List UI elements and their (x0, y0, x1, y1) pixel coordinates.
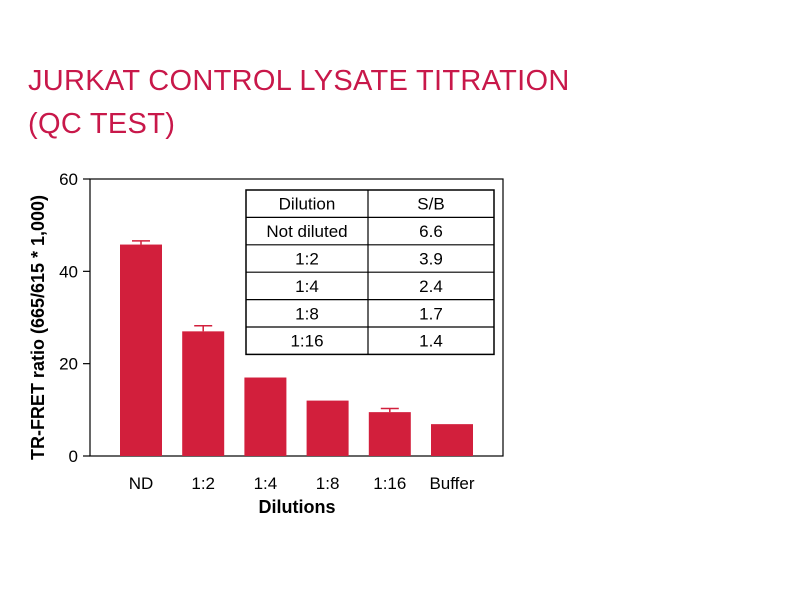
sb-table-cell-dilution: 1:4 (295, 277, 319, 296)
x-axis-label: Dilutions (259, 497, 336, 517)
bar-ND (120, 244, 162, 456)
x-tick-label: ND (129, 474, 154, 493)
x-tick-label: Buffer (429, 474, 474, 493)
sb-table-cell-sb: 1.4 (419, 332, 443, 351)
x-tick-label: 1:8 (316, 474, 340, 493)
y-axis-label: TR-FRET ratio (665/615 * 1,000) (28, 195, 48, 460)
chart-title: JURKAT CONTROL LYSATE TITRATION (QC TEST… (28, 60, 570, 146)
sb-table-cell-dilution: Not diluted (266, 222, 347, 241)
x-tick-label: 1:4 (254, 474, 278, 493)
sb-table-header-sb: S/B (417, 195, 444, 214)
sb-table-cell-dilution: 1:8 (295, 304, 319, 323)
sb-table-header-dilution: Dilution (279, 195, 336, 214)
sb-table-cell-sb: 6.6 (419, 222, 443, 241)
sb-table-cell-dilution: 1:2 (295, 250, 319, 269)
sb-table-cell-sb: 1.7 (419, 304, 443, 323)
bar-Buffer (431, 424, 473, 456)
y-tick-label: 0 (69, 447, 78, 466)
chart-title-line-2: (QC TEST) (28, 108, 176, 140)
x-tick-label: 1:2 (191, 474, 215, 493)
bar-1:16 (368, 412, 411, 456)
sb-table-cell-sb: 2.4 (419, 277, 443, 296)
sb-table-cell-dilution: 1:16 (290, 332, 323, 351)
y-tick-label: 20 (59, 355, 78, 374)
chart-title-line-1: JURKAT CONTROL LYSATE TITRATION (28, 65, 570, 97)
x-tick-label: 1:16 (373, 474, 406, 493)
y-tick-label: 60 (59, 170, 78, 189)
plot-frame (89, 178, 504, 457)
bar-1:4 (244, 377, 287, 456)
bar-1:2 (182, 331, 225, 456)
y-tick-label: 40 (59, 262, 78, 281)
bar-1:8 (306, 400, 349, 456)
sb-table-cell-sb: 3.9 (419, 250, 443, 269)
